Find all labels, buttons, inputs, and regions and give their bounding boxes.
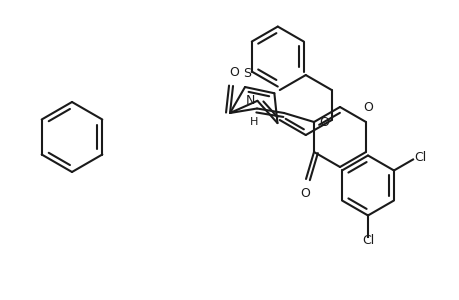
Text: N: N	[245, 94, 254, 106]
Text: Cl: Cl	[361, 234, 373, 247]
Text: Cl: Cl	[413, 152, 425, 164]
Text: H: H	[249, 116, 257, 127]
Text: O: O	[362, 101, 372, 114]
Text: O: O	[299, 187, 309, 200]
Text: S: S	[242, 67, 251, 80]
Text: O: O	[318, 116, 328, 128]
Text: O: O	[229, 66, 238, 79]
